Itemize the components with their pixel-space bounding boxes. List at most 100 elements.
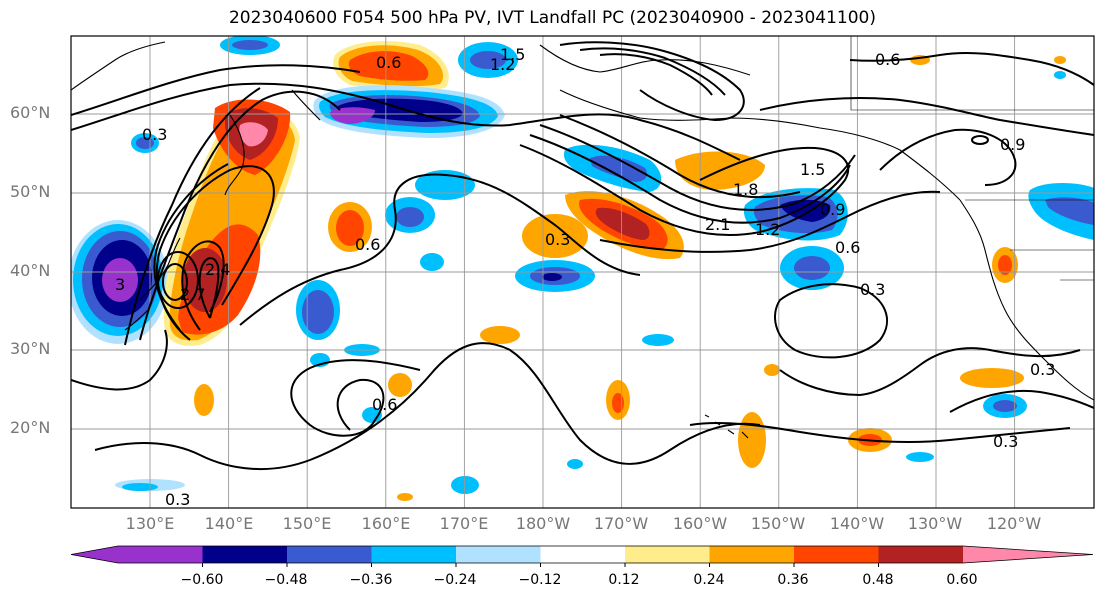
contour-line [529, 134, 851, 224]
lon-label-150e: 150°E [282, 514, 332, 533]
contour-label: 2.7 [180, 285, 205, 304]
lon-label-130w: 130°W [907, 514, 963, 533]
contour-line [124, 87, 261, 346]
contour-line [689, 421, 1071, 443]
colorbar-segment [540, 546, 626, 563]
colorbar-tick-label: 0.60 [946, 572, 978, 588]
colorbar-segment [878, 546, 964, 563]
lon-label-150w: 150°W [750, 514, 806, 533]
colorbar-outline [70, 545, 1094, 564]
contour-label: 0.6 [355, 235, 380, 254]
coastlines [71, 41, 1094, 439]
lat-label-40n: 40°N [10, 261, 51, 280]
colorbar-segment [371, 546, 457, 563]
shade-orange [388, 373, 412, 397]
contour-line [139, 90, 341, 341]
coast-alaska-south [559, 89, 821, 129]
coast-japan [139, 237, 181, 301]
contour-label: 0.9 [820, 200, 845, 219]
shade-cyan [906, 452, 934, 462]
colorbar-extend-max [963, 546, 1093, 563]
contour-label: 0.3 [545, 230, 570, 249]
contour-line [519, 144, 850, 237]
colorbar-extend-min [71, 546, 118, 563]
shade-orange [522, 214, 588, 258]
shade-blue [302, 290, 334, 334]
colorbar-tick-label: −0.12 [518, 572, 562, 588]
contour-label: 1.2 [490, 55, 515, 74]
coast-alaska-north [539, 44, 751, 76]
pv-contours [71, 41, 1094, 470]
shade-purple [330, 107, 375, 124]
shade-blue [136, 137, 154, 149]
coast-bc [819, 127, 961, 201]
colorbar-tick-label: −0.24 [433, 572, 477, 588]
contour-line [71, 64, 361, 116]
colorbar-tick-label: 0.24 [693, 572, 725, 588]
contour-label: 3 [115, 275, 125, 294]
contour-line [559, 114, 801, 199]
coast-asia [71, 41, 166, 91]
coast-kamchatka [224, 114, 245, 196]
shade-cyan [642, 334, 674, 346]
contour-label: 0.6 [372, 395, 397, 414]
colorbar-tick-label: 0.36 [777, 572, 809, 588]
contour-label: 1.8 [733, 180, 758, 199]
contour-line [849, 51, 1094, 86]
colorbar-segment [625, 546, 710, 563]
shade-cyan [1054, 71, 1066, 79]
shade-orange [480, 326, 520, 344]
contour-line [94, 342, 761, 470]
shade-blue [470, 51, 506, 69]
colorbar [70, 545, 1094, 567]
colorbar-segment [794, 546, 879, 563]
shade-dark-red [595, 207, 650, 240]
shade-cyan [451, 476, 479, 494]
shade-cyan [122, 483, 158, 491]
contour-label: 1.5 [800, 160, 825, 179]
colorbar-tick-label: −0.60 [180, 572, 224, 588]
colorbar-tick-label: −0.36 [349, 572, 393, 588]
contour-line [539, 124, 856, 211]
contour-label: 0.3 [165, 490, 190, 509]
contour-line [949, 389, 1094, 413]
shade-orange [738, 412, 766, 468]
shade-red-orange [998, 255, 1012, 275]
contour-line [759, 97, 1094, 136]
lat-label-20n: 20°N [10, 418, 51, 437]
shade-blue [794, 256, 830, 280]
contour-label: 0.6 [376, 53, 401, 72]
contour-label: 0.6 [835, 238, 860, 257]
lat-label-50n: 50°N [10, 182, 51, 201]
contour-label: 0.3 [142, 125, 167, 144]
lon-label-140e: 140°E [204, 514, 254, 533]
contour-label: 0.3 [1030, 360, 1055, 379]
lat-label-60n: 60°N [10, 103, 51, 122]
contour-line [162, 263, 188, 301]
contour-line [779, 347, 1081, 397]
contour-line [239, 173, 641, 326]
contour-line [879, 128, 1017, 186]
shade-blue [232, 40, 268, 50]
lon-label-170w: 170°W [593, 514, 649, 533]
contour-line [290, 359, 421, 437]
shade-cyan [567, 459, 583, 469]
coast-us-west [959, 199, 1094, 401]
shade-orange [764, 364, 780, 376]
contour-label: 1.5 [500, 45, 525, 64]
map-title: 2023040600 F054 500 hPa PV, IVT Landfall… [228, 8, 876, 28]
shade-orange [960, 368, 1024, 388]
contour-label: 0.3 [860, 280, 885, 299]
contour-line [71, 329, 168, 391]
shade-red-orange [612, 393, 624, 413]
colorbar-segment [287, 546, 372, 563]
colorbar-segment [709, 546, 795, 563]
contour-label: 1.2 [755, 220, 780, 239]
shade-orange [397, 493, 413, 501]
contour-line [198, 257, 220, 319]
shade-orange [194, 384, 214, 416]
lon-label-180w: 180°W [515, 514, 571, 533]
shade-blue [1045, 197, 1094, 225]
lat-label-30n: 30°N [10, 339, 51, 358]
